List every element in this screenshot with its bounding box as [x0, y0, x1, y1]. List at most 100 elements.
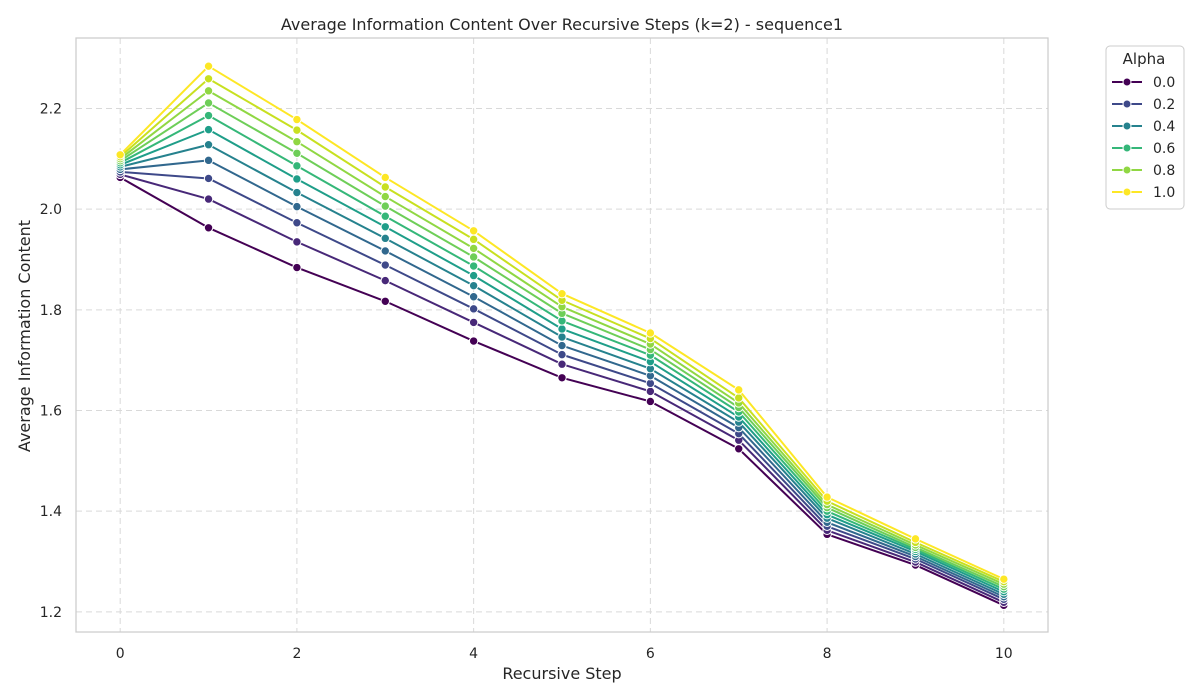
data-point — [380, 191, 390, 202]
legend-marker — [1122, 165, 1132, 175]
data-point — [203, 173, 214, 184]
x-tick-label: 2 — [292, 646, 301, 662]
legend-marker — [1122, 187, 1132, 197]
legend-item: 0.4 — [1112, 119, 1175, 135]
legend-label: 0.2 — [1153, 97, 1175, 113]
y-tick-label: 2.2 — [40, 101, 62, 117]
data-point — [203, 74, 214, 84]
data-point — [292, 125, 302, 135]
y-tick-label: 2.0 — [40, 202, 62, 218]
data-point — [380, 172, 390, 183]
data-point — [203, 140, 214, 150]
y-axis-label: Average Information Content — [15, 220, 34, 452]
data-point — [557, 349, 567, 360]
legend-label: 1.0 — [1153, 185, 1175, 201]
legend-item: 0.0 — [1112, 75, 1175, 91]
x-tick-label: 6 — [646, 646, 655, 662]
data-point — [468, 226, 479, 236]
data-point — [380, 182, 390, 192]
legend-item: 0.2 — [1112, 97, 1175, 113]
y-tick-label: 1.8 — [40, 303, 62, 319]
data-point — [380, 201, 390, 211]
data-point — [557, 289, 567, 299]
data-point — [380, 211, 390, 221]
data-point — [115, 150, 125, 160]
x-tick-label: 10 — [995, 646, 1013, 662]
data-point — [734, 385, 744, 395]
y-tick-label: 1.4 — [40, 504, 62, 520]
data-point — [734, 444, 744, 454]
plot-frame — [75, 37, 1049, 633]
data-point — [910, 534, 921, 544]
legend-items: 0.0 0.2 0.4 0.6 0.8 1.0 — [1112, 75, 1175, 201]
data-point — [557, 332, 567, 342]
data-point — [468, 261, 479, 271]
data-point — [380, 275, 390, 286]
legend-item: 1.0 — [1112, 185, 1175, 201]
legend-marker — [1122, 121, 1132, 131]
data-point — [557, 324, 567, 334]
data-point — [645, 328, 656, 338]
legend-item: 0.8 — [1112, 163, 1175, 179]
data-point — [468, 252, 479, 262]
data-point — [468, 304, 479, 314]
data-point — [645, 396, 656, 407]
data-point — [292, 148, 302, 158]
x-axis-label: Recursive Step — [502, 664, 621, 683]
y-tick-label: 1.2 — [40, 605, 62, 621]
data-point — [203, 86, 214, 96]
data-point — [203, 223, 214, 233]
data-point — [292, 262, 302, 273]
data-point — [292, 174, 302, 184]
data-point — [468, 234, 479, 245]
data-point — [203, 124, 214, 135]
data-point — [557, 340, 567, 351]
data-point — [380, 233, 390, 244]
series-10 — [115, 61, 1009, 584]
data-point — [292, 237, 302, 247]
data-point — [468, 317, 479, 328]
data-point — [292, 187, 302, 198]
chart-title: Average Information Content Over Recursi… — [281, 15, 843, 34]
data-point — [468, 292, 479, 302]
data-point — [203, 194, 214, 204]
data-point — [468, 270, 479, 281]
data-point — [292, 114, 302, 125]
data-point — [468, 336, 479, 346]
data-point — [557, 373, 567, 383]
data-point — [380, 296, 390, 306]
data-point — [203, 155, 214, 166]
tick-layer: 0 2 4 6 8 10 1.2 1.4 1.6 1.8 2.0 2.2 — [40, 101, 1013, 662]
x-tick-label: 4 — [469, 646, 478, 662]
data-point — [292, 218, 302, 228]
x-tick-label: 8 — [823, 646, 832, 662]
data-point — [380, 222, 390, 232]
legend-label: 0.4 — [1153, 119, 1175, 135]
data-point — [380, 246, 390, 256]
data-point — [203, 110, 214, 121]
data-point — [468, 280, 479, 291]
data-point — [645, 386, 656, 397]
data-point — [292, 201, 302, 212]
data-point — [380, 260, 390, 270]
legend-label: 0.6 — [1153, 141, 1175, 157]
legend-label: 0.8 — [1153, 163, 1175, 179]
data-point — [822, 492, 832, 502]
series-layer — [115, 61, 1009, 611]
data-point — [999, 574, 1009, 584]
legend-title: Alpha — [1123, 50, 1166, 68]
data-point — [203, 98, 214, 108]
legend-marker — [1122, 99, 1132, 109]
data-point — [203, 61, 214, 71]
legend-marker — [1122, 143, 1132, 153]
legend-marker — [1122, 77, 1132, 87]
data-point — [468, 243, 479, 254]
legend: Alpha 0.0 0.2 0.4 0.6 0.8 1.0 — [1105, 45, 1185, 210]
legend-item: 0.6 — [1112, 141, 1175, 157]
data-point — [292, 136, 302, 147]
data-point — [557, 359, 567, 369]
legend-label: 0.0 — [1153, 75, 1175, 91]
data-point — [292, 161, 302, 171]
